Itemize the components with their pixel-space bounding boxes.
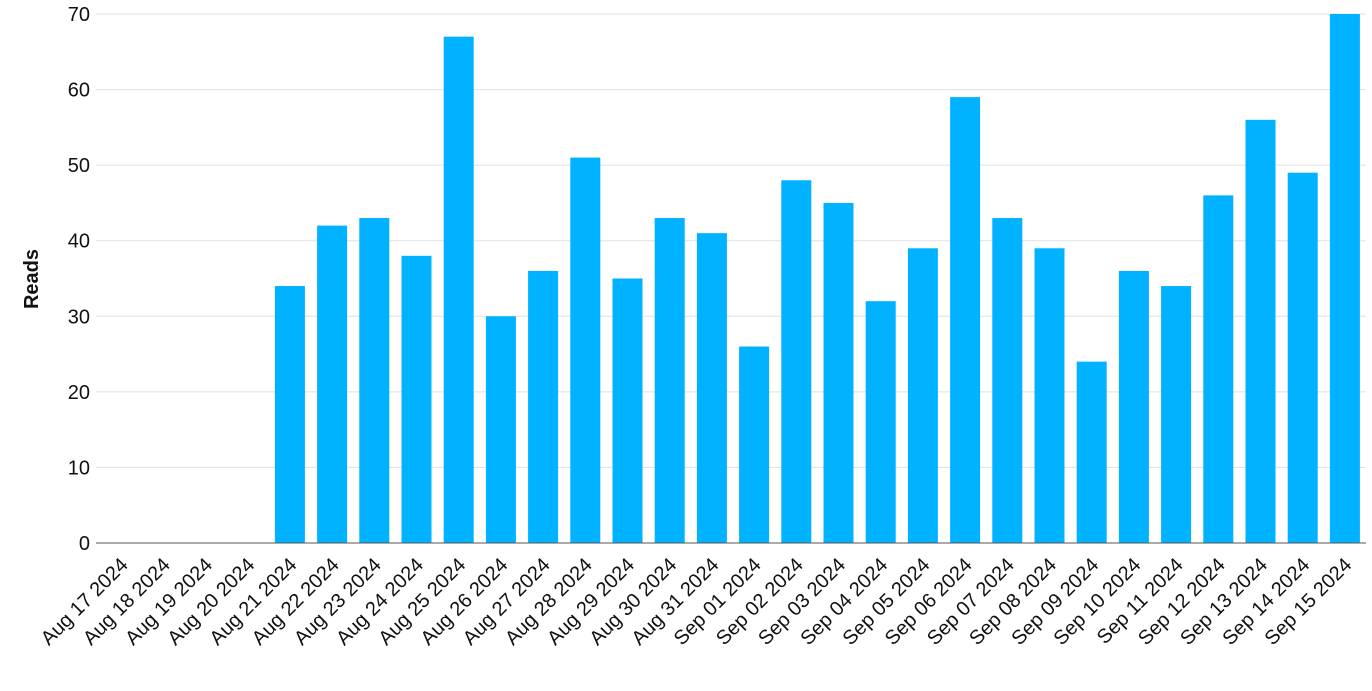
- bar: [401, 255, 432, 544]
- bar: [950, 97, 981, 543]
- bar: [443, 36, 474, 544]
- y-tick-label: 60: [68, 80, 90, 102]
- bar: [274, 286, 305, 543]
- bar: [823, 202, 854, 543]
- bar: [696, 233, 727, 543]
- bar: [359, 218, 390, 544]
- bar: [1076, 361, 1107, 543]
- bar: [1203, 195, 1234, 543]
- y-axis-label: Reads: [21, 249, 43, 309]
- bar: [1329, 14, 1360, 543]
- y-tick-label: 30: [68, 306, 90, 328]
- y-tick-label: 40: [68, 231, 90, 253]
- y-tick-label: 50: [68, 155, 90, 177]
- bar: [1034, 248, 1065, 543]
- bar: [570, 157, 601, 544]
- bar: [1161, 286, 1192, 543]
- bar: [992, 218, 1023, 544]
- bar: [317, 225, 348, 543]
- bar: [739, 346, 770, 543]
- y-tick-label: 70: [68, 4, 90, 26]
- bar: [528, 270, 559, 543]
- y-tick-label: 20: [68, 382, 90, 404]
- bar: [485, 316, 516, 543]
- bar: [1118, 270, 1149, 543]
- bar: [781, 180, 812, 543]
- bar: [612, 278, 643, 543]
- bar: [907, 248, 938, 543]
- bar: [654, 218, 685, 544]
- bar: [865, 301, 896, 543]
- y-tick-label: 0: [79, 533, 90, 555]
- bar: [1287, 172, 1318, 543]
- bar: [1245, 119, 1276, 544]
- y-tick-label: 10: [68, 457, 90, 479]
